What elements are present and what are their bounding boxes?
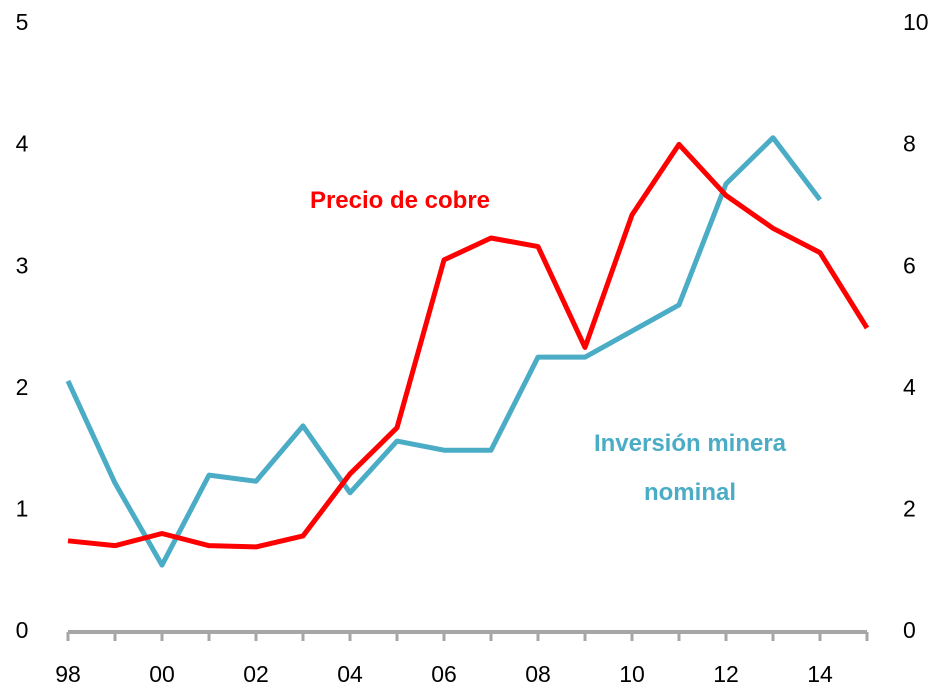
y2-tick-label: 2: [903, 495, 916, 521]
series-label: Precio de cobre: [309, 187, 491, 214]
series-line: [67, 141, 870, 550]
x-tick-label: 06: [431, 661, 457, 687]
series-line: [65, 135, 822, 568]
x-tick-label: 14: [807, 661, 833, 687]
y-tick-label: 1: [16, 495, 29, 521]
x-tick-label: 00: [149, 661, 175, 687]
y-tick-label: 2: [16, 374, 29, 400]
x-tick-label: 10: [619, 661, 645, 687]
y-tick-label: 5: [16, 9, 29, 35]
y2-tick-label: 0: [903, 617, 916, 643]
series-label: Inversión minera nominal: [593, 430, 787, 506]
y-tick-label: 4: [16, 131, 29, 157]
y-tick-label: 3: [16, 252, 29, 278]
y2-tick-label: 10: [903, 9, 929, 35]
x-tick-label: 02: [243, 661, 269, 687]
x-tick-label: 98: [55, 661, 81, 687]
y2-tick-label: 8: [903, 131, 916, 157]
y2-tick-label: 4: [903, 374, 916, 400]
x-tick-label: 08: [525, 661, 551, 687]
y2-tick-label: 6: [903, 252, 916, 278]
x-tick-label: 04: [337, 661, 363, 687]
x-tick-label: 12: [713, 661, 739, 687]
y-tick-label: 0: [16, 617, 29, 643]
